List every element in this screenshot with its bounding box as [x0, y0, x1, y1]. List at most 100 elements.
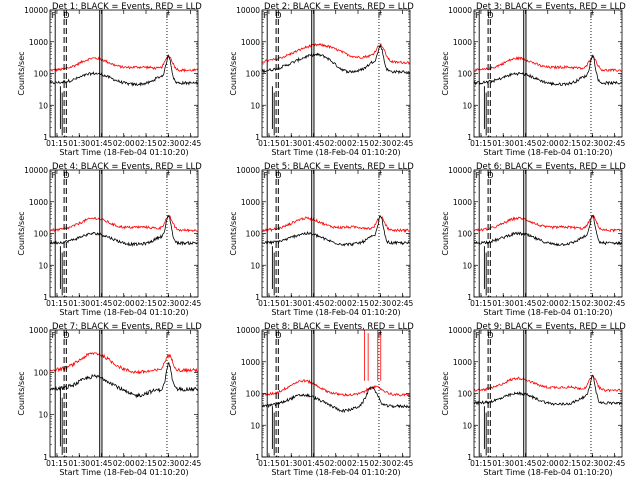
x-tick-label: 01:15 — [470, 459, 492, 468]
x-tick-label: 01:15 — [46, 139, 68, 148]
x-tick-label: 01:45 — [515, 139, 537, 148]
y-tick-label: 1 — [255, 453, 260, 462]
y-tick-label: 10 — [250, 421, 260, 430]
x-tick-label: 01:45 — [303, 459, 325, 468]
x-tick-label: 02:00 — [113, 139, 135, 148]
marker-label: F — [51, 171, 56, 180]
marker-label: F — [166, 331, 171, 340]
marker-label: D — [63, 331, 69, 340]
x-tick-label: 01:30 — [280, 299, 302, 308]
y-axis-label: Counts/sec — [229, 371, 238, 415]
plot-frame — [261, 329, 411, 458]
series-lld-line — [262, 215, 410, 233]
y-tick-label: 100 — [458, 230, 473, 239]
y-tick-label: 10000 — [24, 6, 48, 15]
series-lld-line — [50, 214, 198, 233]
x-tick-label: 01:30 — [492, 459, 514, 468]
y-tick-label: 10000 — [236, 166, 260, 175]
y-tick-label: 1000 — [453, 38, 472, 47]
x-tick-label: 01:30 — [280, 139, 302, 148]
x-tick-label: 01:15 — [258, 459, 280, 468]
y-axis-label: Counts/sec — [441, 51, 450, 95]
x-tick-label: 02:00 — [537, 299, 559, 308]
plot-area — [50, 352, 198, 399]
x-axis-label: Start Time (18-Feb-04 01:10:20) — [483, 308, 612, 317]
x-axis-label: Start Time (18-Feb-04 01:10:20) — [271, 468, 400, 477]
panel-title: Det 1: BLACK = Events, RED = LLD — [52, 2, 202, 12]
marker-label: D — [275, 11, 281, 20]
y-tick-label: 100 — [246, 230, 261, 239]
y-tick-label: 10000 — [448, 326, 472, 335]
x-tick-label: 02:30 — [369, 459, 391, 468]
marker-label: F — [378, 11, 383, 20]
x-tick-label: 01:30 — [492, 299, 514, 308]
y-tick-label: 10 — [38, 411, 48, 420]
panel-title: Det 8: BLACK = Events, RED = LLD — [264, 322, 414, 332]
y-axis-label: Counts/sec — [229, 211, 238, 255]
marker-label: F — [475, 331, 480, 340]
y-axis-label: Counts/sec — [441, 211, 450, 255]
x-tick-label: 02:30 — [369, 139, 391, 148]
marker-label: F — [378, 331, 383, 340]
plot-area — [474, 214, 622, 247]
y-axis-label: Counts/sec — [441, 371, 450, 415]
x-tick-label: 01:30 — [68, 299, 90, 308]
x-tick-label: 01:45 — [303, 139, 325, 148]
x-tick-label: 01:30 — [68, 139, 90, 148]
marker-label: F — [263, 171, 268, 180]
x-axis-label: Start Time (18-Feb-04 01:10:20) — [59, 308, 188, 317]
marker-label: D — [63, 171, 69, 180]
x-tick-label: 02:00 — [325, 299, 347, 308]
x-tick-label: 01:15 — [46, 299, 68, 308]
y-tick-label: 1 — [43, 133, 48, 142]
marker-label: D — [487, 331, 493, 340]
x-tick-label: 02:30 — [157, 459, 179, 468]
x-tick-label: 02:00 — [113, 459, 135, 468]
series-events-line — [262, 215, 410, 247]
panel-title: Det 9: BLACK = Events, RED = LLD — [476, 322, 626, 332]
marker-label: F — [378, 171, 383, 180]
series-events-line — [474, 54, 622, 87]
y-tick-label: 10000 — [236, 326, 260, 335]
x-tick-label: 02:30 — [581, 459, 603, 468]
plot-frame — [49, 9, 199, 138]
panel-title: Det 6: BLACK = Events, RED = LLD — [476, 162, 626, 172]
x-tick-label: 02:15 — [347, 139, 369, 148]
plot-frame — [261, 169, 411, 298]
y-tick-label: 10 — [250, 261, 260, 270]
y-tick-label: 10000 — [24, 166, 48, 175]
plot-frame — [473, 9, 623, 138]
x-tick-label: 01:45 — [515, 299, 537, 308]
x-tick-label: 01:30 — [280, 459, 302, 468]
panel-title: Det 7: BLACK = Events, RED = LLD — [52, 322, 202, 332]
series-events-line — [474, 374, 622, 406]
x-tick-label: 02:30 — [581, 299, 603, 308]
x-tick-label: 02:30 — [581, 139, 603, 148]
plot-area — [262, 215, 410, 247]
series-lld-line — [50, 55, 198, 73]
y-axis-label: Counts/sec — [17, 371, 26, 415]
x-tick-label: 01:15 — [258, 299, 280, 308]
marker-label: F — [166, 11, 171, 20]
x-tick-label: 01:45 — [303, 299, 325, 308]
x-tick-label: 01:15 — [470, 139, 492, 148]
x-tick-label: 01:30 — [492, 139, 514, 148]
marker-label: D — [275, 171, 281, 180]
panel-title: Det 5: BLACK = Events, RED = LLD — [264, 162, 414, 172]
x-tick-label: 01:45 — [91, 299, 113, 308]
y-tick-label: 1 — [467, 133, 472, 142]
marker-label: F — [590, 331, 595, 340]
marker-label: F — [51, 331, 56, 340]
y-tick-label: 10000 — [236, 6, 260, 15]
marker-label: D — [487, 171, 493, 180]
x-axis-label: Start Time (18-Feb-04 01:10:20) — [483, 148, 612, 157]
y-tick-label: 100 — [34, 230, 49, 239]
y-tick-label: 1000 — [453, 198, 472, 207]
y-tick-label: 1000 — [29, 198, 48, 207]
plot-frame — [473, 329, 623, 458]
y-tick-label: 100 — [246, 390, 261, 399]
x-axis-label: Start Time (18-Feb-04 01:10:20) — [271, 308, 400, 317]
